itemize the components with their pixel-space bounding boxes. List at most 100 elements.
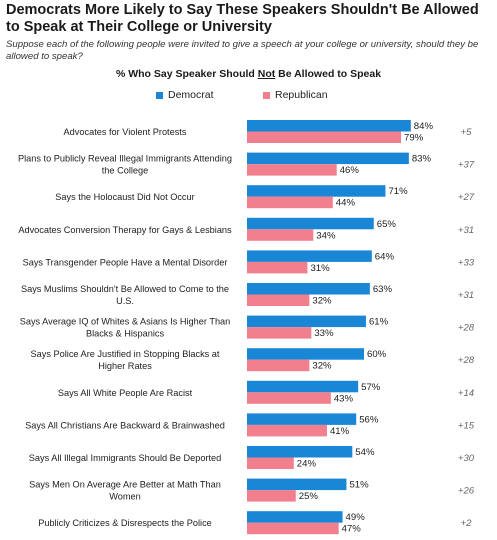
bar-republican bbox=[247, 522, 339, 535]
category-label: Says the Holocaust Did Not Occur bbox=[55, 192, 194, 202]
category-label: Advocates for Violent Protests bbox=[64, 127, 187, 137]
bar-republican bbox=[247, 359, 310, 372]
difference-label: +30 bbox=[458, 453, 475, 464]
value-label-republican: 32% bbox=[312, 296, 332, 307]
bar-democrat bbox=[247, 315, 366, 328]
value-label-democrat: 49% bbox=[346, 512, 366, 523]
category-label-line: Says Men On Average Are Better at Math T… bbox=[29, 480, 221, 490]
value-label-republican: 44% bbox=[336, 198, 356, 209]
bar-republican bbox=[247, 424, 327, 437]
category-label: Plans to Publicly Reveal Illegal Immigra… bbox=[18, 154, 232, 176]
value-label-republican: 79% bbox=[404, 133, 424, 144]
value-label-republican: 34% bbox=[316, 230, 336, 241]
difference-label: +31 bbox=[458, 290, 474, 301]
value-label-republican: 25% bbox=[299, 491, 319, 502]
category-label-line: Blacks & Hispanics bbox=[86, 329, 165, 339]
value-label-republican: 41% bbox=[330, 426, 350, 437]
category-label-line: Publicly Criticizes & Disrespects the Po… bbox=[38, 518, 212, 528]
category-label-line: Higher Rates bbox=[98, 361, 152, 371]
category-label-line: U.S. bbox=[116, 296, 134, 306]
difference-label: +31 bbox=[458, 225, 474, 236]
difference-label: +37 bbox=[458, 160, 475, 171]
legend-democrat-swatch bbox=[156, 91, 163, 99]
bar-republican bbox=[247, 164, 337, 176]
value-label-democrat: 61% bbox=[369, 317, 389, 328]
bar-republican bbox=[247, 229, 314, 241]
bar-republican bbox=[247, 457, 294, 469]
value-label-democrat: 84% bbox=[414, 121, 434, 132]
legend-democrat-label: Democrat bbox=[168, 89, 214, 101]
difference-label: +15 bbox=[458, 420, 475, 431]
category-label-line: Says All White People Are Racist bbox=[58, 388, 193, 398]
value-label-democrat: 63% bbox=[373, 284, 393, 295]
category-label: Says All Illegal Immigrants Should Be De… bbox=[29, 453, 222, 463]
bar-republican bbox=[247, 196, 333, 209]
difference-label: +28 bbox=[458, 323, 475, 334]
category-label: Advocates Conversion Therapy for Gays & … bbox=[18, 225, 232, 235]
category-label-line: Plans to Publicly Reveal Illegal Immigra… bbox=[18, 154, 232, 164]
legend-democrat: Democrat bbox=[156, 89, 214, 101]
category-label: Says All White People Are Racist bbox=[58, 388, 193, 398]
bar-democrat bbox=[247, 120, 411, 132]
difference-label: +28 bbox=[458, 355, 475, 366]
value-label-republican: 47% bbox=[342, 524, 362, 535]
bar-republican bbox=[247, 490, 296, 502]
value-label-democrat: 64% bbox=[375, 251, 395, 262]
bar-democrat bbox=[247, 446, 353, 458]
difference-label: +14 bbox=[458, 388, 474, 399]
value-label-republican: 24% bbox=[297, 459, 317, 470]
category-label-line: Advocates for Violent Protests bbox=[64, 127, 187, 137]
category-label-line: Says Average IQ of Whites & Asians Is Hi… bbox=[20, 317, 231, 327]
bar-democrat bbox=[247, 478, 347, 491]
value-label-democrat: 56% bbox=[359, 414, 379, 425]
value-label-democrat: 83% bbox=[412, 154, 432, 165]
category-label: Says Police Are Justified in Stopping Bl… bbox=[31, 349, 220, 371]
chart-subtitle: Suppose each of the following people wer… bbox=[6, 39, 479, 62]
legend-republican-label: Republican bbox=[275, 89, 328, 101]
bar-democrat bbox=[247, 348, 364, 360]
category-label-line: Women bbox=[109, 492, 141, 502]
chart-heading-after: Be Allowed to Speak bbox=[275, 68, 382, 80]
bar-democrat bbox=[247, 380, 359, 393]
category-label-line: Says Muslims Shouldn't Be Allowed to Com… bbox=[21, 284, 229, 294]
bar-democrat bbox=[247, 185, 386, 197]
chart-heading-before: % Who Say Speaker Should bbox=[115, 68, 258, 80]
value-label-democrat: 57% bbox=[361, 382, 381, 393]
category-label-line: Says Police Are Justified in Stopping Bl… bbox=[31, 349, 220, 359]
difference-label: +27 bbox=[458, 192, 475, 203]
bar-republican bbox=[247, 131, 402, 143]
difference-label: +26 bbox=[458, 486, 475, 497]
value-label-republican: 43% bbox=[334, 393, 354, 404]
bar-democrat bbox=[247, 283, 370, 295]
bar-democrat bbox=[247, 217, 374, 230]
value-label-democrat: 60% bbox=[367, 349, 387, 360]
category-label-line: Says the Holocaust Did Not Occur bbox=[55, 192, 194, 202]
value-label-democrat: 65% bbox=[377, 219, 397, 230]
chart-heading-underlined: Not bbox=[257, 68, 276, 80]
difference-label: +5 bbox=[461, 127, 473, 138]
category-label: Says Men On Average Are Better at Math T… bbox=[29, 480, 221, 502]
category-label: Says Transgender People Have a Mental Di… bbox=[23, 257, 228, 267]
value-label-democrat: 71% bbox=[388, 186, 408, 197]
value-label-republican: 32% bbox=[312, 361, 332, 372]
bar-democrat bbox=[247, 511, 343, 523]
bar-republican bbox=[247, 294, 310, 306]
value-label-democrat: 51% bbox=[349, 480, 369, 491]
difference-label: +33 bbox=[458, 257, 475, 268]
category-label-line: Says All Illegal Immigrants Should Be De… bbox=[29, 453, 222, 463]
category-label: Publicly Criticizes & Disrespects the Po… bbox=[38, 518, 212, 528]
bar-democrat bbox=[247, 152, 409, 165]
difference-label: +2 bbox=[461, 518, 473, 529]
value-label-republican: 46% bbox=[340, 165, 360, 176]
category-label-line: Says All Christians Are Backward & Brain… bbox=[25, 420, 225, 430]
legend-republican: Republican bbox=[263, 89, 328, 101]
category-label-line: Advocates Conversion Therapy for Gays & … bbox=[18, 225, 232, 235]
bar-republican bbox=[247, 261, 308, 274]
value-label-republican: 33% bbox=[314, 328, 334, 339]
bar-republican bbox=[247, 327, 312, 339]
chart-title: Democrats More Likely to Say These Speak… bbox=[6, 2, 479, 35]
bar-republican bbox=[247, 392, 331, 404]
bar-democrat bbox=[247, 250, 372, 262]
category-label: Says All Christians Are Backward & Brain… bbox=[25, 420, 225, 430]
